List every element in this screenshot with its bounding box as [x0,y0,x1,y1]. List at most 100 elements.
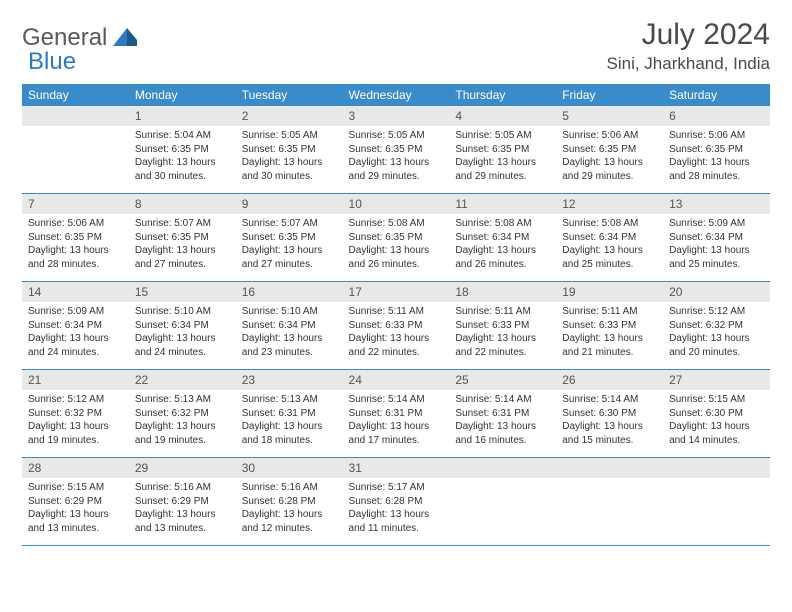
day-detail-line: Sunset: 6:35 PM [28,231,123,245]
weekday-header: Tuesday [236,84,343,106]
day-detail-line: Sunset: 6:34 PM [28,319,123,333]
day-number: 28 [22,458,129,478]
day-details: Sunrise: 5:14 AMSunset: 6:31 PMDaylight:… [449,390,556,457]
day-detail-line: Daylight: 13 hours and 28 minutes. [28,244,123,271]
day-detail-line: Daylight: 13 hours and 17 minutes. [349,420,444,447]
day-details: Sunrise: 5:05 AMSunset: 6:35 PMDaylight:… [236,126,343,193]
calendar-empty-cell [22,106,129,194]
day-detail-line: Sunrise: 5:05 AM [455,129,550,143]
day-details: Sunrise: 5:10 AMSunset: 6:34 PMDaylight:… [236,302,343,369]
day-detail-line: Daylight: 13 hours and 19 minutes. [135,420,230,447]
day-detail-line: Sunrise: 5:10 AM [242,305,337,319]
day-number: 21 [22,370,129,390]
day-detail-line: Sunset: 6:35 PM [455,143,550,157]
day-detail-line: Sunrise: 5:16 AM [135,481,230,495]
day-number: 1 [129,106,236,126]
day-detail-line: Daylight: 13 hours and 29 minutes. [349,156,444,183]
day-detail-line: Sunrise: 5:06 AM [562,129,657,143]
calendar-day-cell: 7Sunrise: 5:06 AMSunset: 6:35 PMDaylight… [22,194,129,282]
weekday-header: Monday [129,84,236,106]
weekday-header: Thursday [449,84,556,106]
weekday-header: Saturday [663,84,770,106]
day-detail-line: Daylight: 13 hours and 27 minutes. [242,244,337,271]
logo-triangle-icon [113,26,141,51]
day-detail-line: Sunset: 6:32 PM [135,407,230,421]
day-number: 30 [236,458,343,478]
day-detail-line: Daylight: 13 hours and 14 minutes. [669,420,764,447]
day-detail-line: Sunset: 6:34 PM [669,231,764,245]
weekday-header-row: SundayMondayTuesdayWednesdayThursdayFrid… [22,84,770,106]
day-number: 3 [343,106,450,126]
day-detail-line: Sunset: 6:35 PM [669,143,764,157]
calendar-day-cell: 1 Sunrise: 5:04 AMSunset: 6:35 PMDaylight… [129,106,236,194]
day-detail-line: Daylight: 13 hours and 13 minutes. [135,508,230,535]
day-detail-line: Sunrise: 5:13 AM [135,393,230,407]
day-details [449,478,556,540]
calendar-day-cell: 28Sunrise: 5:15 AMSunset: 6:29 PMDayligh… [22,458,129,546]
day-detail-line: Daylight: 13 hours and 25 minutes. [562,244,657,271]
day-detail-line: Sunrise: 5:17 AM [349,481,444,495]
day-number: 16 [236,282,343,302]
day-details: Sunrise: 5:16 AMSunset: 6:28 PMDaylight:… [236,478,343,545]
day-details: Sunrise: 5:05 AMSunset: 6:35 PMDaylight:… [343,126,450,193]
calendar-day-cell: 14Sunrise: 5:09 AMSunset: 6:34 PMDayligh… [22,282,129,370]
day-details: Sunrise: 5:13 AMSunset: 6:31 PMDaylight:… [236,390,343,457]
day-details: Sunrise: 5:15 AMSunset: 6:29 PMDaylight:… [22,478,129,545]
day-number [663,458,770,478]
calendar-week-row: 28Sunrise: 5:15 AMSunset: 6:29 PMDayligh… [22,458,770,546]
day-detail-line: Sunrise: 5:08 AM [349,217,444,231]
day-number: 6 [663,106,770,126]
day-details: Sunrise: 5:09 AMSunset: 6:34 PMDaylight:… [22,302,129,369]
day-detail-line: Sunset: 6:34 PM [455,231,550,245]
day-detail-line: Sunrise: 5:07 AM [242,217,337,231]
day-details: Sunrise: 5:11 AMSunset: 6:33 PMDaylight:… [343,302,450,369]
calendar-week-row: 7Sunrise: 5:06 AMSunset: 6:35 PMDaylight… [22,194,770,282]
day-detail-line: Sunrise: 5:04 AM [135,129,230,143]
day-detail-line: Sunset: 6:29 PM [28,495,123,509]
day-detail-line: Daylight: 13 hours and 29 minutes. [562,156,657,183]
day-detail-line: Sunrise: 5:11 AM [349,305,444,319]
calendar-day-cell: 15Sunrise: 5:10 AMSunset: 6:34 PMDayligh… [129,282,236,370]
calendar-day-cell: 18Sunrise: 5:11 AMSunset: 6:33 PMDayligh… [449,282,556,370]
day-detail-line: Daylight: 13 hours and 11 minutes. [349,508,444,535]
day-details: Sunrise: 5:10 AMSunset: 6:34 PMDaylight:… [129,302,236,369]
day-details: Sunrise: 5:16 AMSunset: 6:29 PMDaylight:… [129,478,236,545]
day-details: Sunrise: 5:07 AMSunset: 6:35 PMDaylight:… [129,214,236,281]
logo-blue-wrapper: Blue [28,48,76,76]
day-detail-line: Sunset: 6:28 PM [242,495,337,509]
calendar-day-cell: 31Sunrise: 5:17 AMSunset: 6:28 PMDayligh… [343,458,450,546]
calendar-day-cell: 9Sunrise: 5:07 AMSunset: 6:35 PMDaylight… [236,194,343,282]
day-detail-line: Sunrise: 5:15 AM [669,393,764,407]
calendar-week-row: 14Sunrise: 5:09 AMSunset: 6:34 PMDayligh… [22,282,770,370]
day-number: 22 [129,370,236,390]
calendar-day-cell: 19Sunrise: 5:11 AMSunset: 6:33 PMDayligh… [556,282,663,370]
day-detail-line: Sunrise: 5:08 AM [562,217,657,231]
day-detail-line: Sunset: 6:35 PM [135,143,230,157]
calendar-empty-cell [449,458,556,546]
calendar-day-cell: 20Sunrise: 5:12 AMSunset: 6:32 PMDayligh… [663,282,770,370]
day-details: Sunrise: 5:14 AMSunset: 6:30 PMDaylight:… [556,390,663,457]
weekday-header: Sunday [22,84,129,106]
day-details: Sunrise: 5:05 AMSunset: 6:35 PMDaylight:… [449,126,556,193]
day-detail-line: Sunset: 6:31 PM [242,407,337,421]
calendar-day-cell: 5Sunrise: 5:06 AMSunset: 6:35 PMDaylight… [556,106,663,194]
day-number: 15 [129,282,236,302]
title-group: July 2024 Sini, Jharkhand, India [607,18,771,74]
day-number: 5 [556,106,663,126]
day-detail-line: Daylight: 13 hours and 28 minutes. [669,156,764,183]
calendar-day-cell: 21Sunrise: 5:12 AMSunset: 6:32 PMDayligh… [22,370,129,458]
day-detail-line: Daylight: 13 hours and 16 minutes. [455,420,550,447]
month-title: July 2024 [607,18,771,52]
day-number: 29 [129,458,236,478]
day-details: Sunrise: 5:11 AMSunset: 6:33 PMDaylight:… [556,302,663,369]
calendar-week-row: 21Sunrise: 5:12 AMSunset: 6:32 PMDayligh… [22,370,770,458]
day-number: 18 [449,282,556,302]
day-details: Sunrise: 5:08 AMSunset: 6:35 PMDaylight:… [343,214,450,281]
day-number: 19 [556,282,663,302]
day-number: 24 [343,370,450,390]
day-number: 25 [449,370,556,390]
calendar-day-cell: 2Sunrise: 5:05 AMSunset: 6:35 PMDaylight… [236,106,343,194]
calendar-day-cell: 23Sunrise: 5:13 AMSunset: 6:31 PMDayligh… [236,370,343,458]
day-detail-line: Sunset: 6:33 PM [455,319,550,333]
day-detail-line: Daylight: 13 hours and 30 minutes. [135,156,230,183]
